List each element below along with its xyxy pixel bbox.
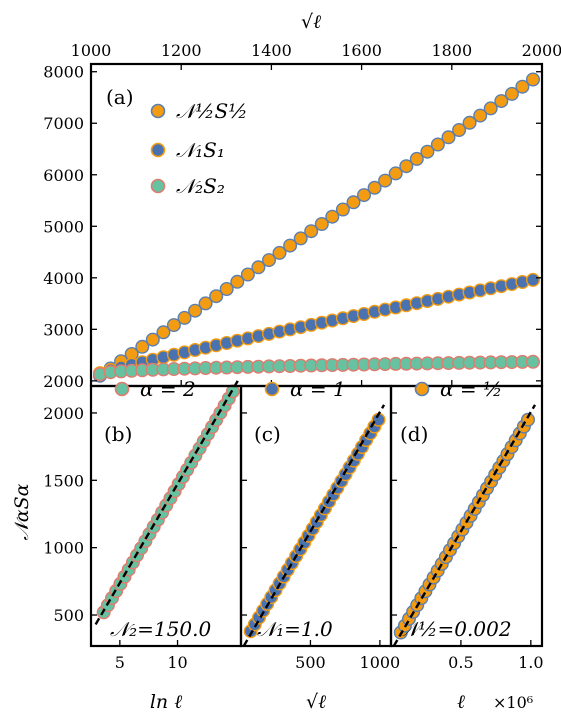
tick-label-a-y-6000: 6000	[43, 166, 84, 185]
tick-label-x-3-0.5: 0.5	[448, 653, 473, 672]
data-point-a-0-7	[166, 318, 181, 333]
data-point-a-0-22	[325, 209, 340, 224]
legend-c-marker	[264, 381, 280, 397]
data-point-a-0-25	[357, 188, 372, 203]
tick-label-b-y-2000: 2000	[43, 404, 84, 423]
panel-a-label: (a)	[106, 85, 134, 109]
legend-a-marker-1	[150, 103, 166, 119]
legend-a-marker-3	[150, 178, 166, 194]
fit-line-b	[94, 378, 240, 626]
data-point-a-0-6	[156, 325, 171, 340]
panel-c-label: (c)	[254, 422, 281, 446]
data-point-a-0-19	[293, 231, 308, 246]
tick-label-a-y-7000: 7000	[43, 114, 84, 133]
legend-a-marker-2	[150, 142, 166, 158]
data-point-a-0-20	[304, 224, 319, 239]
legend-a-label-2: 𝒩₁S₁	[176, 138, 225, 162]
data-point-a-0-32	[430, 137, 445, 152]
data-point-a-0-40	[515, 79, 530, 94]
data-point-a-0-30	[409, 151, 424, 166]
tick-label-b-y-1000: 1000	[43, 539, 84, 558]
data-point-a-0-8	[177, 310, 192, 325]
data-point-a-0-29	[399, 159, 414, 174]
panel-a-marks	[92, 72, 541, 383]
data-point-a-0-21	[314, 216, 329, 231]
left-y-axis-label: 𝒩αSα	[11, 483, 33, 540]
legend-b-marker	[114, 381, 130, 397]
legend-a-label-3: 𝒩₂S₂	[176, 174, 225, 198]
panel-d-label: (d)	[400, 422, 428, 446]
data-point-a-0-4	[135, 339, 150, 354]
legend-d-marker	[414, 381, 430, 397]
data-point-a-2-41	[526, 354, 541, 369]
panel-d-marks	[392, 404, 537, 647]
data-point-a-0-34	[452, 122, 467, 137]
legend-c-label: α = 1	[290, 377, 346, 401]
data-point-a-0-28	[388, 166, 403, 181]
tick-label-a-x-1600: 1600	[341, 41, 382, 60]
data-point-a-0-13	[230, 274, 245, 289]
tick-label-a-x-1800: 1800	[431, 41, 472, 60]
top-x-axis-label: √ℓ	[301, 11, 321, 33]
data-point-a-0-33	[441, 130, 456, 145]
d-x-multiplier: ×10⁶	[493, 693, 533, 712]
tick-label-a-y-8000: 8000	[43, 63, 84, 82]
tick-label-a-x-1000: 1000	[71, 41, 112, 60]
ticks: 1000 1200 1400 1600 1800 20002000300040005000…	[43, 41, 561, 672]
tick-label-a-y-4000: 4000	[43, 269, 84, 288]
tick-label-x-1-10: 10	[167, 653, 187, 672]
legend-d-label: α = ½	[440, 377, 502, 401]
data-point-a-0-12	[219, 282, 234, 297]
d-x-axis-label: ℓ	[457, 691, 465, 713]
tick-label-x-3-1.0: 1.0	[518, 653, 543, 672]
data-point-a-0-11	[209, 289, 224, 304]
data-point-a-1-41	[526, 272, 541, 287]
data-point-a-0-17	[272, 245, 287, 260]
tick-label-a-y-2000: 2000	[43, 372, 84, 391]
annotation-b: 𝒩₂=150.0	[110, 617, 211, 641]
data-point-a-0-37	[483, 101, 498, 116]
tick-label-a-y-5000: 5000	[43, 217, 84, 236]
annotation-c: 𝒩₁=1.0	[257, 617, 333, 641]
data-point-a-0-14	[240, 267, 255, 282]
data-point-a-0-39	[504, 86, 519, 101]
tick-label-a-x-1200: 1200	[161, 41, 202, 60]
panel-b-marks	[94, 378, 240, 626]
tick-label-x-2-1000: 1000	[360, 653, 401, 672]
fit-line-d	[392, 404, 537, 647]
c-x-axis-label: √ℓ	[306, 691, 326, 713]
data-point-a-0-10	[198, 296, 213, 311]
data-point-a-0-36	[473, 108, 488, 123]
panel-b-label: (b)	[104, 422, 132, 446]
data-point-a-0-38	[494, 94, 509, 109]
tick-label-x-2-500: 500	[295, 653, 326, 672]
data-point-a-0-26	[367, 180, 382, 195]
data-point-a-0-15	[251, 260, 266, 275]
tick-label-x-1-5: 5	[115, 653, 125, 672]
data-point-a-0-5	[145, 332, 160, 347]
fit-line-c	[242, 404, 386, 647]
data-point-a-0-16	[262, 253, 277, 268]
data-point-a-0-24	[346, 195, 361, 210]
tick-label-b-y-1500: 1500	[43, 471, 84, 490]
data-point-a-0-41	[526, 72, 541, 87]
data-point-a-0-31	[420, 144, 435, 159]
panel-c-marks	[242, 404, 386, 647]
legend-a-label-1: 𝒩½S½	[176, 99, 248, 123]
data-point-a-0-9	[188, 303, 203, 318]
b-x-axis-label: ln ℓ	[150, 691, 182, 713]
tick-label-b-y-500: 500	[53, 606, 84, 625]
tick-label-a-x-2000: 2000	[522, 41, 561, 60]
data-point-a-0-27	[378, 173, 393, 188]
tick-label-a-x-1400: 1400	[251, 41, 292, 60]
tick-label-a-y-3000: 3000	[43, 320, 84, 339]
panel-d-frame	[389, 384, 544, 648]
data-point-a-0-35	[462, 115, 477, 130]
data-point-a-0-23	[335, 202, 350, 217]
annotation-d: 𝒩½=0.002	[399, 617, 512, 641]
legend-b-label: α = 2	[140, 377, 196, 401]
data-point-a-0-18	[283, 238, 298, 253]
